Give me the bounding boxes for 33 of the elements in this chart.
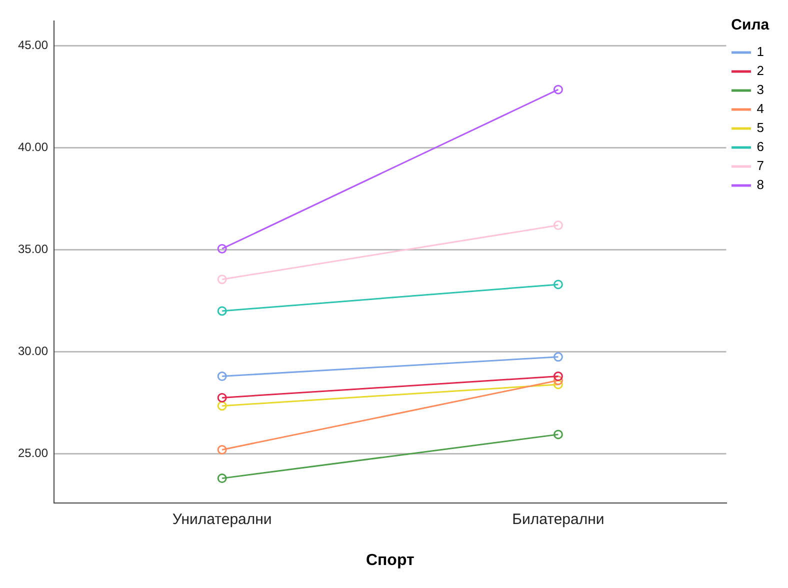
point [217,392,227,402]
x-tick-label: Унилатерални [172,510,272,528]
legend-label: 5 [756,120,764,136]
legend-label: 3 [756,82,764,98]
y-tick-label: 30.00 [18,344,48,358]
legend-label: 4 [756,101,764,116]
point [217,444,227,454]
point [553,84,563,94]
point [553,280,563,290]
y-tick-label: 45.00 [18,38,48,52]
x-axis-title: Спорт [366,552,415,569]
point [217,244,227,254]
legend-label: 6 [756,139,764,154]
point [553,220,563,230]
point [217,474,227,484]
legend-label: 2 [756,63,764,78]
legend-label: 8 [756,177,764,192]
point [553,376,563,386]
point [217,274,227,284]
point [553,430,563,440]
point [217,306,227,316]
point [553,352,563,362]
point [553,380,563,390]
point [217,401,227,411]
point [217,372,227,382]
x-tick-label: Билатерални [512,510,604,528]
legend-label: 1 [756,44,764,60]
point [553,372,563,382]
legend-label: 7 [756,158,764,174]
legend-title: Сила [731,16,770,34]
y-tick-label: 40.00 [18,140,48,154]
y-tick-label: 25.00 [18,446,48,460]
y-tick-label: 35.00 [18,242,48,256]
